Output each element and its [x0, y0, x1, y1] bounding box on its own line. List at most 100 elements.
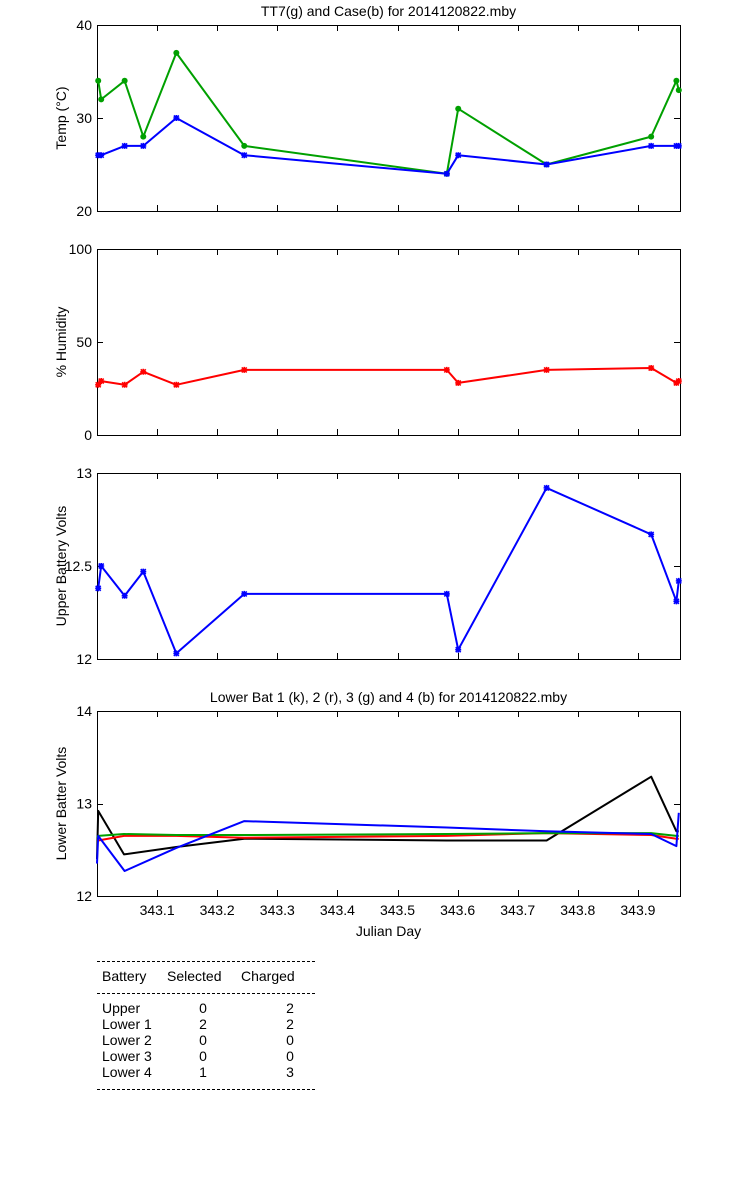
data-point: [443, 170, 450, 177]
table-row-lower2-charged: 0: [286, 1032, 294, 1048]
chart-4: 12 13 14 343.1 343.2 343.3 343.4 343.5 343.6 343.…: [53, 689, 681, 939]
series-1: [96, 775, 679, 860]
series-line: [96, 775, 679, 860]
table-row-lower4-battery: Lower 4: [102, 1064, 152, 1080]
table-header-battery: Battery: [102, 968, 146, 984]
data-point: [98, 562, 105, 570]
series-line: [97, 832, 679, 842]
table-row-lower3-charged: 0: [286, 1048, 294, 1064]
data-point: [140, 368, 147, 375]
table-row-upper-charged: 2: [286, 1000, 294, 1016]
y-tick-label: 12.5: [65, 558, 92, 574]
y-tick-label: 13: [76, 465, 92, 481]
series-line: [97, 51, 680, 175]
series-4: [96, 812, 680, 872]
data-point: [140, 133, 147, 140]
data-point: [241, 152, 248, 159]
table-row-lower4-selected: 1: [199, 1064, 207, 1080]
chart-title: Lower Bat 1 (k), 2 (r), 3 (g) and 4 (b) …: [210, 689, 567, 705]
series-line: [96, 812, 680, 872]
table-row-lower1-charged: 2: [286, 1016, 294, 1032]
data-point: [673, 598, 680, 605]
x-tick-label: 343.5: [380, 902, 415, 918]
data-point: [443, 366, 450, 373]
table-row-upper-battery: Upper: [102, 1000, 140, 1016]
x-tick-label: 343.8: [560, 902, 595, 918]
x-tick-label: 343.6: [440, 902, 475, 918]
data-point: [98, 152, 105, 159]
data-point: [173, 381, 180, 388]
x-tick-label: 343.9: [620, 902, 655, 918]
table-row-lower1-battery: Lower 1: [102, 1016, 152, 1032]
data-point: [543, 161, 550, 168]
y-tick-label: 100: [69, 241, 93, 257]
series-line: [97, 367, 680, 386]
data-point: [121, 142, 128, 149]
data-point: [675, 87, 682, 94]
data-point: [673, 77, 680, 84]
data-point: [648, 142, 655, 149]
x-tick-label: 343.2: [200, 902, 235, 918]
data-point: [443, 590, 450, 597]
series-1: [95, 49, 682, 177]
y-tick-label: 12: [76, 888, 92, 904]
table-row-lower1-selected: 2: [199, 1016, 207, 1032]
chart-title: TT7(g) and Case(b) for 2014120822.mby: [261, 3, 516, 19]
x-tick-label: 343.7: [500, 902, 535, 918]
series-1: [95, 364, 682, 388]
x-tick-label: 343.3: [260, 902, 295, 918]
data-point: [95, 585, 102, 592]
data-point: [95, 152, 102, 159]
battery-table: Battery Selected Charged Upper 0 2 Lower…: [97, 961, 317, 1090]
y-axis-label: Lower Batter Volts: [53, 747, 69, 861]
data-point: [648, 133, 655, 140]
chart-2: 0 50 100 % Humidity: [53, 241, 682, 443]
y-tick-label: 14: [76, 703, 92, 719]
data-point: [455, 646, 462, 653]
series-2: [97, 832, 679, 842]
x-tick-label: 343.1: [140, 902, 175, 918]
y-axis-label: Upper Battery Volts: [53, 506, 69, 627]
data-point: [121, 77, 128, 84]
plot-frame: [97, 25, 681, 212]
y-axis-label: Temp (°C): [53, 86, 69, 149]
chart-3: 12 12.5 13 Upper Battery Volts: [53, 465, 682, 667]
data-point: [241, 590, 248, 597]
chart-1: 20 30 40 TT7(g) and Case(b) for 2014120822.…: [53, 3, 682, 219]
table-row-upper-selected: 0: [199, 1000, 207, 1016]
data-point: [173, 650, 180, 657]
y-tick-label: 50: [76, 334, 92, 350]
data-point: [675, 142, 682, 149]
data-point: [95, 77, 102, 84]
table-row-lower3-selected: 0: [199, 1048, 207, 1064]
data-point: [121, 381, 128, 388]
table-header-selected: Selected: [167, 968, 221, 984]
data-point: [95, 381, 102, 388]
data-point: [675, 577, 682, 584]
table-row-lower2-selected: 0: [199, 1032, 207, 1048]
data-point: [241, 366, 248, 373]
y-tick-label: 13: [76, 796, 92, 812]
table-header-charged: Charged: [241, 968, 295, 984]
table-row-lower2-battery: Lower 2: [102, 1032, 152, 1048]
y-tick-label: 20: [76, 203, 92, 219]
series-line: [98, 117, 679, 175]
series-line: [97, 486, 680, 655]
plot-frame: [97, 249, 681, 436]
data-point: [675, 377, 682, 385]
data-point: [121, 592, 128, 599]
data-point: [98, 377, 105, 385]
x-axis-label: Julian Day: [356, 923, 421, 939]
data-point: [173, 114, 180, 122]
plot-frame: [97, 711, 681, 897]
data-point: [140, 568, 147, 575]
plots-group: 20 30 40 TT7(g) and Case(b) for 2014120822.…: [53, 3, 682, 939]
data-point: [648, 364, 655, 372]
y-tick-label: 40: [76, 17, 92, 33]
plot-frame: [97, 473, 681, 660]
data-point: [455, 152, 462, 159]
data-point: [455, 105, 462, 112]
data-point: [543, 484, 550, 491]
data-point: [98, 96, 105, 103]
